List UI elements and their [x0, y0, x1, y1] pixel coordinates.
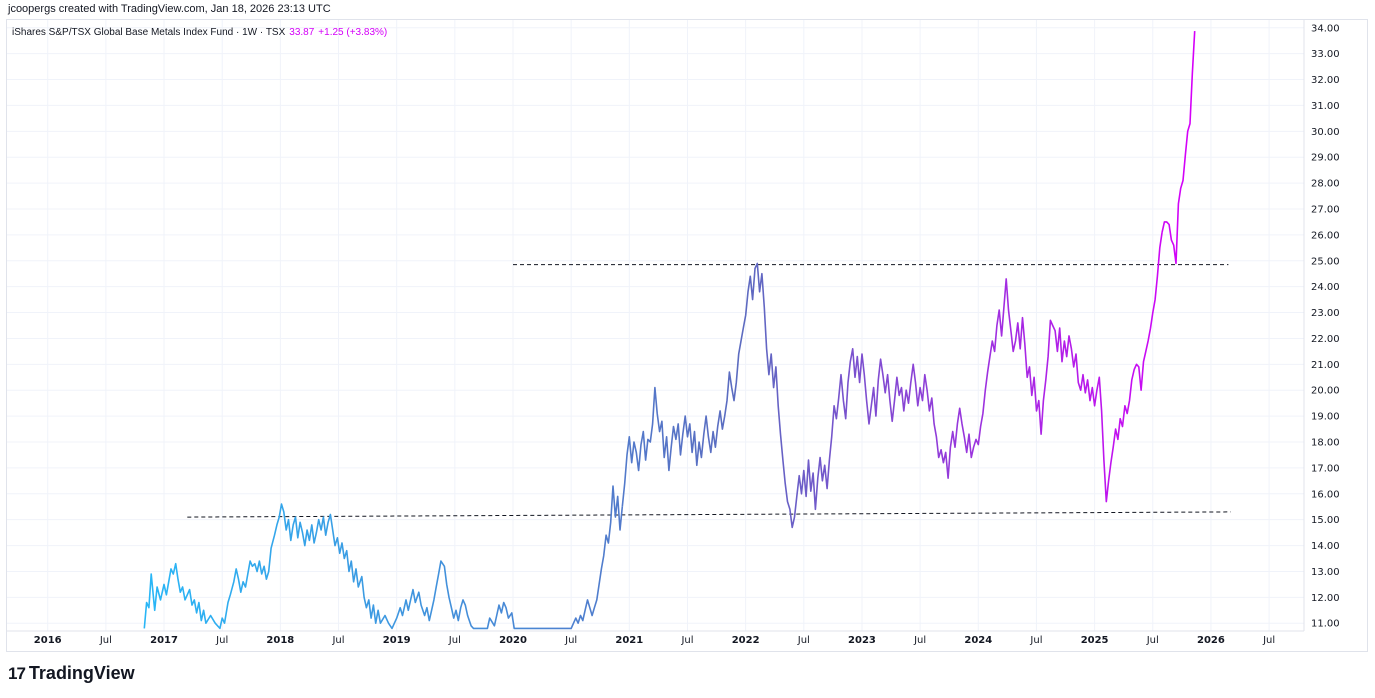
x-tick-label: 2023 [848, 635, 876, 646]
y-tick-label: 13.00 [1311, 567, 1340, 578]
legend-price: 33.87 [289, 27, 315, 38]
x-tick-label: Jul [913, 635, 926, 646]
x-tick-label: Jul [680, 635, 693, 646]
x-tick-label: 2020 [499, 635, 527, 646]
grid-lines [7, 20, 1305, 632]
legend-change: +1.25 (+3.83%) [318, 27, 388, 38]
y-tick-label: 25.00 [1311, 256, 1340, 267]
x-axis: 2016 Jul 2017 Jul 2018 Jul 2019 Jul 2020 Jul 2021 J… [34, 635, 1275, 646]
y-tick-label: 20.00 [1311, 386, 1340, 397]
x-tick-label: Jul [1262, 635, 1275, 646]
y-tick-label: 28.00 [1311, 179, 1340, 190]
x-tick-label: 2026 [1197, 635, 1225, 646]
y-tick-label: 31.00 [1311, 101, 1340, 112]
y-tick-label: 24.00 [1311, 282, 1340, 293]
x-tick-label: 2025 [1081, 635, 1109, 646]
x-tick-label: 2017 [150, 635, 178, 646]
x-tick-label: 2024 [964, 635, 992, 646]
y-tick-label: 19.00 [1311, 412, 1340, 423]
tradingview-logo[interactable]: 17 TradingView [8, 663, 135, 684]
price-line-segment-1 [143, 485, 624, 630]
x-tick-label: Jul [1029, 635, 1042, 646]
chart-caption: jcoopergs created with TradingView.com, … [8, 3, 331, 15]
y-tick-label: 16.00 [1311, 489, 1340, 500]
price-series [143, 31, 1196, 630]
y-tick-label: 17.00 [1311, 463, 1340, 474]
x-tick-label: Jul [215, 635, 228, 646]
tradingview-logo-icon: 17 [8, 663, 26, 683]
y-tick-label: 33.00 [1311, 49, 1340, 60]
y-tick-label: 21.00 [1311, 360, 1340, 371]
x-tick-label: Jul [99, 635, 112, 646]
y-tick-label: 12.00 [1311, 593, 1340, 604]
x-tick-label: 2022 [732, 635, 760, 646]
tradingview-logo-text: TradingView [28, 663, 135, 683]
price-line-segment-3 [1161, 31, 1196, 265]
y-tick-label: 22.00 [1311, 334, 1340, 345]
x-tick-label: 2021 [615, 635, 643, 646]
dashed-reference-line [187, 511, 1231, 518]
y-tick-label: 11.00 [1311, 619, 1340, 630]
legend-symbol: iShares S&P/TSX Global Base Metals Index… [12, 27, 286, 38]
y-tick-label: 32.00 [1311, 75, 1340, 86]
y-axis: 11.00 12.00 13.00 14.00 15.00 16.00 17.00 18.00… [1311, 23, 1340, 629]
y-tick-label: 15.00 [1311, 515, 1340, 526]
y-tick-label: 29.00 [1311, 153, 1340, 164]
x-tick-label: Jul [564, 635, 577, 646]
chart-frame [6, 19, 1368, 652]
y-tick-label: 26.00 [1311, 230, 1340, 241]
y-tick-label: 30.00 [1311, 127, 1340, 138]
x-tick-label: 2018 [266, 635, 294, 646]
y-tick-label: 18.00 [1311, 438, 1340, 449]
x-tick-label: 2019 [383, 635, 411, 646]
x-tick-label: Jul [448, 635, 461, 646]
x-tick-label: Jul [797, 635, 810, 646]
y-tick-label: 23.00 [1311, 308, 1340, 319]
price-line-segment-2 [621, 232, 1163, 529]
y-tick-label: 14.00 [1311, 541, 1340, 552]
reference-lines [187, 264, 1231, 518]
x-tick-label: 2016 [34, 635, 62, 646]
y-tick-label: 34.00 [1311, 23, 1340, 34]
y-tick-label: 27.00 [1311, 204, 1340, 215]
chart-legend: iShares S&P/TSX Global Base Metals Index… [12, 27, 387, 38]
x-tick-label: Jul [331, 635, 344, 646]
x-tick-label: Jul [1146, 635, 1159, 646]
